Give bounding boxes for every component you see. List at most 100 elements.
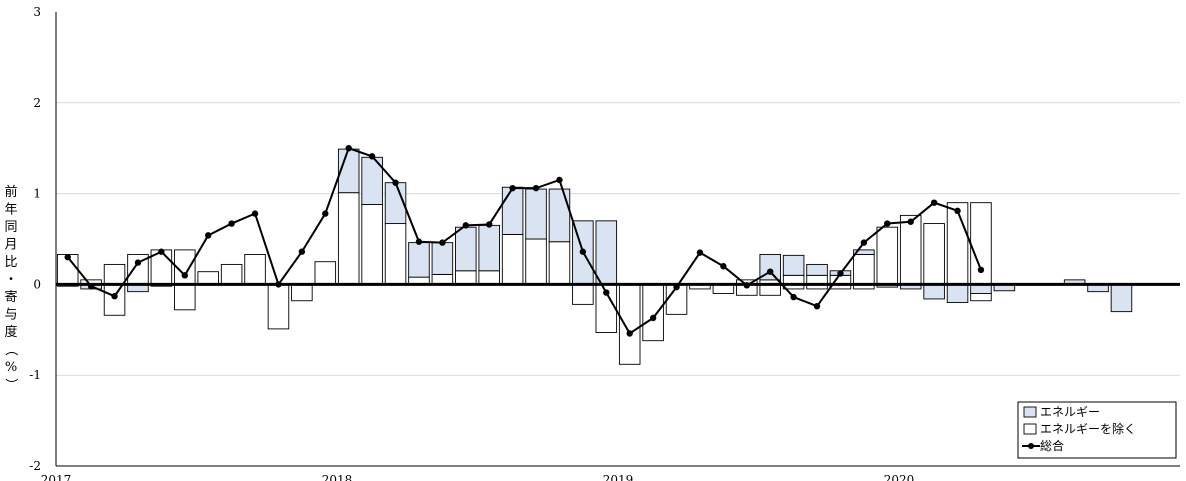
ex-energy-bar — [572, 283, 594, 305]
ex-energy-bar — [618, 283, 641, 365]
total-point — [767, 268, 774, 275]
total-point — [158, 248, 165, 255]
energy-bar — [923, 283, 945, 300]
total-point — [181, 272, 188, 279]
total-point — [509, 184, 516, 192]
ex-energy-bar — [197, 271, 219, 285]
ex-energy-bar — [759, 283, 781, 296]
total-point — [790, 293, 797, 301]
total-point — [930, 199, 938, 206]
energy-bar — [759, 253, 781, 281]
total-point — [720, 263, 727, 270]
total-point — [649, 314, 657, 322]
total-point — [603, 289, 610, 296]
y-axis-label-char: ） — [3, 378, 18, 391]
y-axis-label-char: 与 — [4, 308, 17, 323]
energy-bar — [431, 242, 454, 275]
legend-label: 総合 — [1040, 438, 1064, 453]
ex-energy-bar — [923, 223, 945, 285]
x-tick-label: 2018 — [322, 473, 353, 481]
energy-bar — [478, 224, 500, 272]
ex-energy-bar — [853, 253, 875, 285]
y-tick-label: -2 — [29, 459, 41, 473]
ex-energy-bar — [291, 283, 313, 302]
energy-bar — [946, 283, 969, 304]
total-point — [205, 232, 212, 239]
x-tick-label: 2017 — [41, 473, 72, 481]
energy-bar — [595, 220, 618, 285]
ex-energy-bar — [899, 214, 922, 285]
y-axis-label-char: 度 — [4, 324, 17, 340]
total-line — [64, 145, 985, 337]
ex-energy-bar — [103, 283, 126, 316]
ex-energy-bar — [337, 192, 360, 285]
axes: -2 -1 0 1 2 3 2017 2018 2019 2020 — [29, 5, 1180, 481]
total-point — [884, 220, 891, 227]
y-tick-label: 2 — [33, 96, 41, 110]
ex-energy-bar — [174, 283, 196, 311]
energy-bar — [782, 254, 805, 276]
energy-bar — [806, 263, 828, 276]
ex-energy-bar — [455, 270, 477, 285]
bars — [56, 148, 1133, 365]
energy-bar — [408, 242, 430, 278]
gridlines — [56, 102, 1180, 376]
energy-bar — [548, 188, 571, 243]
y-tick-label: -1 — [29, 368, 41, 382]
x-tick-label: 2019 — [603, 473, 634, 481]
total-point — [415, 238, 423, 245]
ex-energy-bar — [361, 204, 383, 285]
ex-energy-bar — [220, 263, 243, 285]
total-point — [345, 145, 352, 152]
ex-energy-bar — [970, 293, 992, 302]
energy-bar — [1110, 283, 1133, 313]
y-axis-label-char: 前 — [4, 184, 17, 200]
y-axis-label-char: （ — [3, 343, 18, 356]
legend-label: エネルギーを除く — [1040, 421, 1136, 436]
ex-energy-bar — [548, 241, 571, 285]
energy-bar — [501, 186, 524, 235]
total-point — [111, 293, 118, 300]
legend-box — [1017, 401, 1177, 459]
legend-swatch-energy — [1023, 406, 1037, 418]
ex-energy-bar — [478, 270, 500, 285]
y-axis-label-char: % — [5, 360, 17, 375]
y-tick-label: 3 — [33, 5, 41, 19]
total-point — [368, 153, 376, 160]
y-axis-label-char: 比 — [4, 255, 17, 270]
total-point — [392, 179, 399, 186]
energy-bar — [853, 249, 875, 255]
ex-energy-bar — [642, 283, 664, 342]
total-point — [626, 330, 633, 337]
ex-energy-bar — [314, 261, 337, 285]
y-axis-label-char: 年 — [4, 203, 17, 218]
energy-bar — [455, 226, 477, 272]
ex-energy-bar — [525, 238, 547, 285]
legend-swatch-ex-energy — [1023, 423, 1037, 435]
total-point — [977, 266, 985, 274]
total-point — [696, 249, 704, 256]
ex-energy-bar — [501, 234, 524, 285]
y-axis-label-char: ・ — [4, 273, 17, 288]
y-axis-label-char: 寄 — [4, 289, 17, 305]
total-point — [322, 210, 329, 217]
legend-swatch-total-marker — [1028, 443, 1034, 449]
total-point — [860, 239, 868, 246]
total-point — [907, 218, 914, 225]
y-axis-label-char: 同 — [4, 220, 17, 235]
total-point — [954, 207, 961, 215]
total-point — [439, 239, 446, 246]
total-point — [298, 248, 306, 255]
total-point — [532, 184, 540, 192]
ex-energy-bar — [103, 263, 126, 285]
total-point — [228, 220, 235, 227]
total-point — [251, 210, 259, 217]
y-tick-label: 0 — [33, 277, 41, 291]
total-point — [462, 222, 469, 229]
total-point — [556, 176, 563, 184]
ex-energy-bar — [384, 223, 407, 285]
ex-energy-bar — [876, 226, 899, 285]
ex-energy-bar — [267, 283, 290, 330]
x-tick-label: 2020 — [884, 473, 915, 481]
